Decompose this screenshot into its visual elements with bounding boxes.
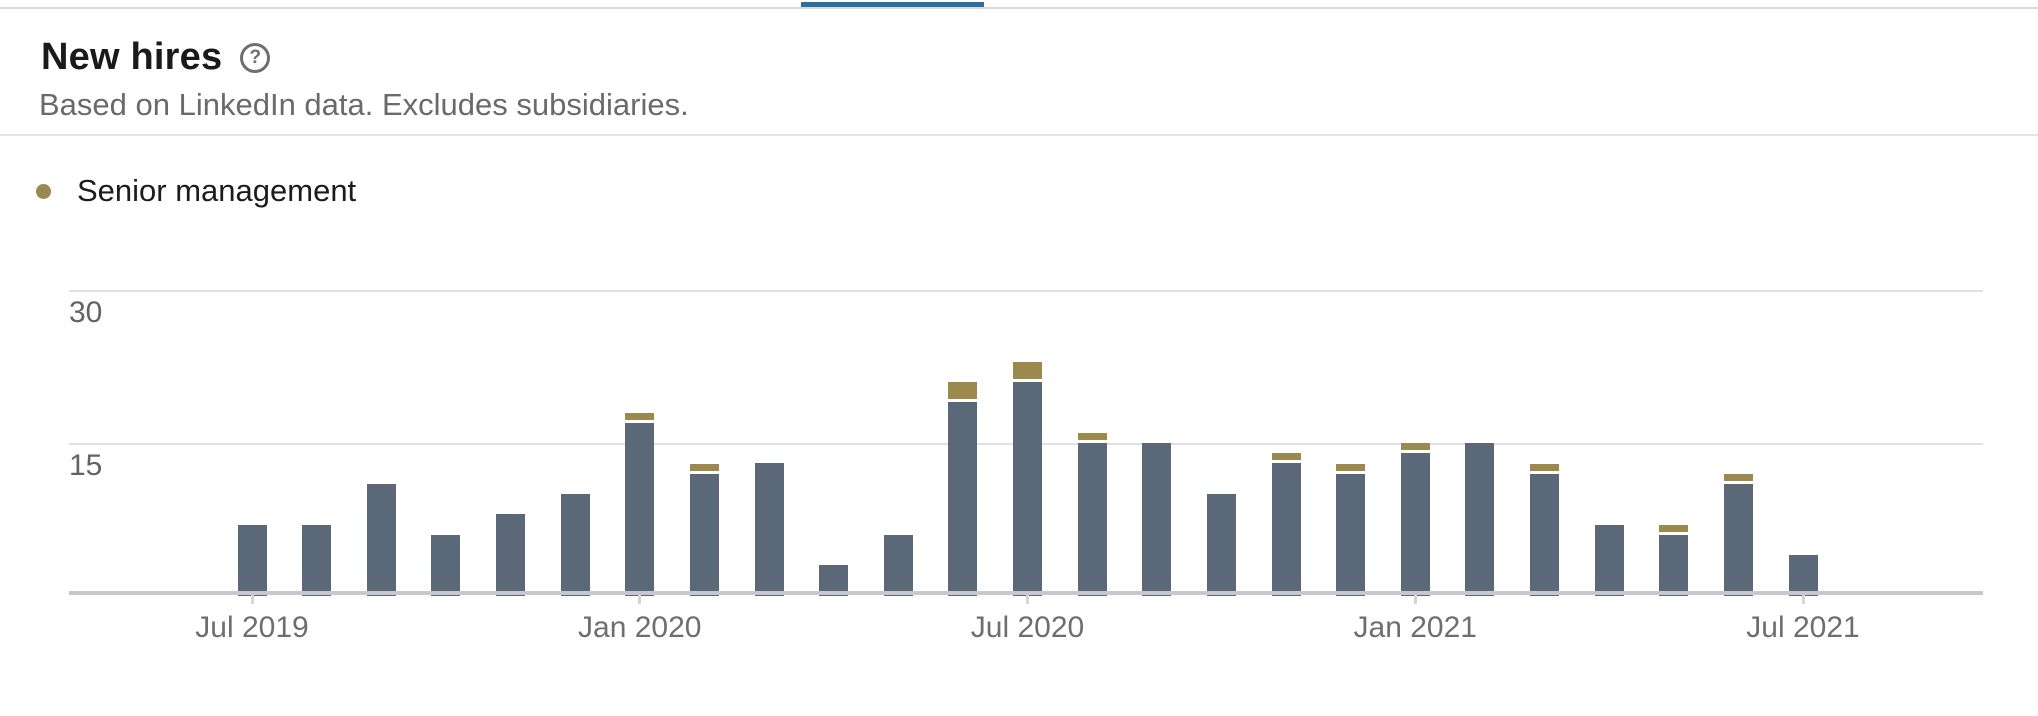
bar-feb-2021[interactable]: [1465, 443, 1495, 596]
bar-jan-2021[interactable]: [1400, 443, 1430, 596]
bar-segment-senior-management: [689, 464, 719, 474]
x-label-jul-2019: Jul 2019: [195, 611, 309, 644]
x-label-jul-2020: Jul 2020: [970, 611, 1085, 644]
bar-segment-new-hires: [1271, 463, 1301, 596]
bar-segment-new-hires: [1465, 443, 1495, 596]
bar-may-2020[interactable]: [883, 535, 913, 596]
x-tick-jul-2019: [250, 595, 254, 604]
page-title: New hires: [41, 36, 223, 78]
bar-segment-new-hires: [689, 474, 719, 596]
x-label-jul-2021: Jul 2021: [1746, 611, 1860, 644]
legend: Senior management: [36, 170, 356, 212]
bar-segment-senior-management: [1077, 433, 1107, 443]
bar-segment-senior-management: [1530, 464, 1559, 474]
bar-segment-new-hires: [1723, 484, 1753, 596]
bar-may-2021[interactable]: [1659, 525, 1689, 596]
bar-segment-new-hires: [496, 514, 525, 596]
header-divider: [0, 134, 2038, 136]
bar-segment-new-hires: [1336, 474, 1366, 596]
legend-dot-senior-management: [36, 183, 51, 199]
x-axis-line: [69, 591, 1983, 595]
bar-segment-new-hires: [431, 535, 461, 596]
bar-jun-2021[interactable]: [1723, 474, 1753, 596]
bar-mar-2020[interactable]: [754, 463, 784, 596]
x-label-jan-2020: Jan 2020: [578, 611, 702, 644]
bar-apr-2021[interactable]: [1594, 525, 1624, 596]
bar-segment-new-hires: [1659, 535, 1689, 596]
bar-segment-new-hires: [883, 535, 913, 596]
bar-jul-2020[interactable]: [1013, 362, 1042, 596]
bar-mar-2021[interactable]: [1530, 464, 1559, 596]
bar-jun-2020[interactable]: [948, 382, 978, 596]
bar-dec-2020[interactable]: [1336, 464, 1366, 596]
y-axis-label-15: 15: [69, 449, 103, 482]
bar-segment-senior-management: [1723, 474, 1753, 484]
active-tab-indicator[interactable]: [801, 2, 984, 7]
bar-segment-senior-management: [1013, 362, 1042, 382]
bar-segment-new-hires: [754, 463, 784, 596]
bar-segment-new-hires: [1206, 494, 1236, 596]
bar-segment-senior-management: [1336, 464, 1366, 474]
top-divider: [0, 7, 2038, 9]
bar-dec-2019[interactable]: [560, 494, 590, 596]
bar-jan-2020[interactable]: [625, 413, 655, 596]
x-label-jan-2021: Jan 2021: [1353, 611, 1477, 644]
bar-segment-new-hires: [625, 423, 655, 596]
x-tick-jul-2020: [1026, 595, 1029, 604]
bar-apr-2020[interactable]: [819, 565, 849, 596]
bar-jul-2019[interactable]: [237, 525, 267, 596]
bar-aug-2019[interactable]: [302, 525, 332, 596]
bar-segment-new-hires: [237, 525, 267, 596]
bar-segment-new-hires: [1077, 443, 1107, 596]
bar-sep-2020[interactable]: [1142, 443, 1172, 596]
bar-segment-senior-management: [1271, 453, 1301, 463]
bar-oct-2020[interactable]: [1206, 494, 1236, 596]
bar-feb-2020[interactable]: [689, 464, 719, 596]
bar-segment-senior-management: [625, 413, 655, 423]
bar-segment-new-hires: [366, 484, 396, 596]
header: New hires ?: [41, 36, 271, 78]
bar-segment-new-hires: [1594, 525, 1624, 596]
bar-segment-new-hires: [302, 525, 332, 596]
bar-segment-new-hires: [1788, 555, 1818, 596]
bar-segment-senior-management: [1659, 525, 1689, 535]
bar-segment-new-hires: [1400, 453, 1430, 596]
bar-oct-2019[interactable]: [431, 535, 461, 596]
y-axis-label-30: 30: [69, 296, 103, 329]
page-subtitle: Based on LinkedIn data. Excludes subsidi…: [39, 87, 689, 122]
x-tick-jul-2021: [1801, 595, 1805, 604]
bar-segment-new-hires: [560, 494, 590, 596]
legend-label-senior-management: Senior management: [77, 172, 357, 208]
bar-segment-senior-management: [1400, 443, 1430, 453]
x-tick-jan-2021: [1413, 595, 1417, 604]
bar-segment-new-hires: [1013, 382, 1042, 596]
x-tick-jan-2020: [638, 595, 642, 604]
bar-nov-2020[interactable]: [1271, 453, 1301, 596]
bar-jul-2021[interactable]: [1788, 555, 1818, 596]
gridline-30: [69, 290, 1983, 292]
bar-segment-new-hires: [819, 565, 849, 596]
bar-segment-new-hires: [948, 402, 978, 596]
help-icon[interactable]: ?: [240, 43, 271, 73]
bar-sep-2019[interactable]: [366, 484, 396, 596]
bar-segment-new-hires: [1142, 443, 1172, 596]
bar-aug-2020[interactable]: [1077, 433, 1107, 596]
bar-segment-new-hires: [1530, 474, 1559, 596]
question-mark-glyph: ?: [249, 47, 262, 68]
bar-segment-senior-management: [948, 382, 978, 402]
bar-nov-2019[interactable]: [496, 514, 525, 596]
